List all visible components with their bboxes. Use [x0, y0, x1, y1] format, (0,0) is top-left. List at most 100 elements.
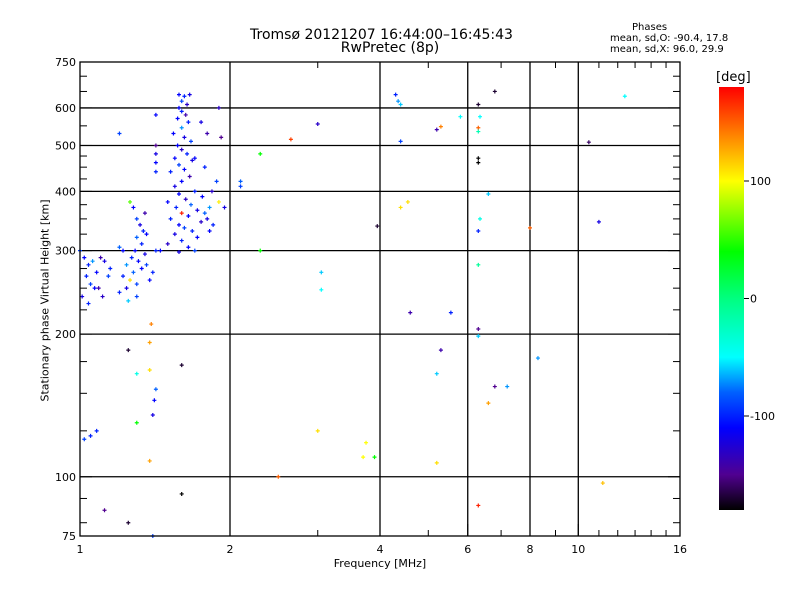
data-point [476, 125, 481, 130]
data-point [168, 169, 173, 174]
y-tick-label: 200 [55, 328, 76, 341]
data-point [100, 294, 105, 299]
data-point [129, 255, 134, 260]
data-point [438, 348, 443, 353]
data-point [288, 137, 293, 142]
data-point [586, 140, 591, 145]
data-point [207, 229, 212, 234]
data-point [182, 135, 187, 140]
data-point [80, 294, 85, 299]
x-tick-label: 2 [227, 543, 234, 556]
data-point [398, 102, 403, 107]
data-point [190, 158, 195, 163]
chart-subtitle: RwPretec (8p) [340, 40, 440, 56]
data-point [183, 112, 188, 117]
data-point [134, 371, 139, 376]
data-point [153, 248, 158, 253]
y-tick-label: 100 [55, 471, 76, 484]
plot-frame [79, 61, 681, 537]
data-point [315, 121, 320, 126]
data-point [153, 387, 158, 392]
y-tick-label: 600 [55, 102, 76, 115]
data-point [147, 278, 152, 283]
phase-colorbar [719, 87, 744, 510]
data-point [175, 116, 180, 121]
data-point [134, 282, 139, 287]
data-point [185, 102, 190, 107]
data-point [476, 160, 481, 165]
colorbar-tick-label: 0 [750, 293, 757, 306]
data-point [183, 197, 188, 202]
data-point [172, 232, 177, 237]
data-point [405, 199, 410, 204]
data-point [187, 92, 192, 97]
data-point [238, 179, 243, 184]
data-point [147, 367, 152, 372]
x-tick-label: 4 [377, 543, 384, 556]
data-point [88, 282, 93, 287]
data-point [131, 205, 136, 210]
data-point [179, 125, 184, 130]
data-point [158, 248, 163, 253]
data-point [528, 225, 532, 230]
data-point [126, 348, 131, 353]
data-point [165, 199, 170, 204]
data-point [165, 241, 170, 246]
data-point [209, 189, 214, 194]
data-point [153, 151, 158, 156]
data-point [492, 89, 497, 94]
data-point [187, 174, 192, 179]
data-point [90, 259, 95, 264]
data-point [238, 184, 243, 189]
data-point [186, 213, 191, 218]
data-point [396, 99, 401, 104]
data-point [168, 216, 173, 221]
data-point [192, 156, 197, 161]
data-point [133, 248, 138, 253]
data-point [219, 135, 224, 140]
phases-x-stats: mean, sd,X: 96.0, 29.9 [610, 44, 724, 55]
data-point [86, 301, 91, 306]
data-point [117, 131, 122, 136]
data-point [258, 248, 263, 253]
data-point [505, 384, 510, 389]
data-point [142, 252, 147, 257]
data-point [486, 191, 491, 196]
data-point [319, 287, 324, 292]
data-point [117, 245, 122, 250]
data-point [408, 310, 413, 315]
data-point [82, 437, 87, 442]
data-point [121, 274, 126, 279]
data-point [364, 440, 369, 445]
data-point [179, 491, 184, 496]
data-point [152, 398, 157, 403]
data-point [434, 127, 439, 132]
data-point [141, 229, 146, 234]
data-point [179, 109, 184, 114]
data-point [398, 139, 403, 144]
data-point [179, 99, 184, 104]
data-point [147, 458, 152, 463]
data-point [190, 229, 195, 234]
data-point [375, 224, 380, 229]
data-point [94, 270, 99, 275]
data-point [134, 294, 139, 299]
data-point [185, 151, 190, 156]
data-point [182, 94, 187, 99]
data-point [186, 120, 191, 125]
data-point [150, 413, 155, 418]
data-point [136, 259, 141, 264]
y-tick-label: 750 [55, 56, 76, 69]
data-point [84, 274, 89, 279]
data-point [153, 112, 158, 117]
data-point [200, 194, 205, 199]
data-point [478, 114, 483, 119]
data-point [622, 94, 627, 99]
phases-o-stats: mean, sd,O: -90.4, 17.8 [610, 33, 729, 44]
data-point [134, 216, 139, 221]
data-point [126, 298, 131, 303]
data-point [102, 259, 107, 264]
data-point [82, 255, 87, 260]
data-point [147, 340, 152, 345]
data-point [138, 222, 143, 227]
